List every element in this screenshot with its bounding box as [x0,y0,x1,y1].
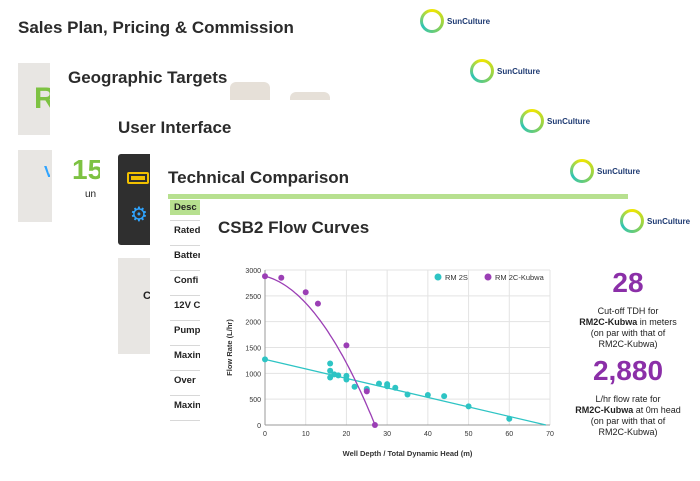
table-row-label: Desc [170,200,201,215]
legend-label: RM 2S [445,273,468,282]
x-tick-label: 10 [302,431,310,438]
y-tick-label: 500 [249,397,261,404]
slide-title: Geographic Targets [68,68,228,87]
legend-marker [434,273,442,281]
logo-ring-icon [520,109,544,133]
data-point-rm2s [327,367,334,374]
slide-title: User Interface [118,118,232,137]
x-tick-label: 60 [505,431,513,438]
table-row-label: Maxin [174,350,201,361]
x-tick-label: 20 [343,431,351,438]
x-axis-label: Well Depth / Total Dynamic Head (m) [343,449,473,458]
table-row-divider [170,320,210,321]
data-point-rm2c-kubwa [278,274,285,281]
table-row-label: Rated [174,225,201,236]
data-point-rm2c-kubwa [343,342,350,349]
data-point-rm2c-kubwa [302,289,309,296]
data-point-rm2c-kubwa [314,300,321,307]
table-row-divider [170,245,210,246]
data-point-rm2s [335,372,342,379]
data-point-rm2s [327,374,334,381]
sunculture-logo: SunCulture [470,59,540,83]
y-tick-label: 0 [257,423,261,430]
kpi-flowrate-value: 2,880 [592,355,664,386]
data-point-rm2c-kubwa [371,422,378,428]
slide-title: Sales Plan, Pricing & Commission [18,18,294,37]
legend-label: RM 2C-Kubwa [495,273,545,282]
table-row-divider [170,395,210,396]
series-rm2s-trendline [264,358,547,426]
table-row-divider [170,295,210,296]
table-row-divider [170,345,210,346]
data-point-rm2c-kubwa [363,388,370,395]
slide-flow-curves: CSB2 Flow Curves SunCulture 0 500 1000 1500… [200,200,700,481]
y-tick-label: 2500 [245,294,261,301]
sunculture-logo: SunCulture [620,209,690,233]
table-row-divider [170,420,210,421]
table-row-label: Maxin [174,400,201,411]
data-point-rm2s [327,360,334,367]
battery-icon [127,172,149,184]
gear-icon: ⚙ [130,204,148,226]
table-row-label: Over [174,375,196,386]
slide-title: Technical Comparison [168,168,350,187]
card-background [118,258,150,354]
x-tick-label: 50 [465,431,473,438]
x-tick-label: 0 [263,431,267,438]
y-tick-label: 1000 [245,371,261,378]
legend-marker [484,273,492,281]
table-row-label: 12V C [174,300,201,311]
target-number: 15 [72,154,104,185]
logo-ring-icon [470,59,494,83]
data-point-rm2c-kubwa [262,273,268,280]
card-background [50,150,52,222]
data-point-rm2s [343,372,350,379]
sunculture-logo: SunCulture [420,9,490,33]
card-background [18,150,50,222]
y-axis-label: Flow Rate (L/hr) [225,319,234,376]
data-point-rm2s [392,384,399,391]
kpi-flowrate-description: L/hr flow rate for RM2C-Kubwa at 0m head… [575,394,681,437]
data-point-rm2s [351,383,358,390]
flow-curve-chart: 0 500 1000 1500 2000 2500 3000 0 10 20 30 40 50 60 70 W… [225,268,554,458]
card-partial-text: V [44,164,55,182]
target-unit: un [85,189,97,200]
table-row-divider [170,270,210,271]
y-tick-label: 3000 [245,268,261,275]
y-tick-label: 1500 [245,346,261,353]
data-point-rm2s [441,393,448,400]
x-tick-label: 40 [424,431,432,438]
table-row-label: Confi [174,275,199,286]
data-point-rm2s [506,415,513,422]
data-point-rm2s [262,356,268,363]
card-background [18,63,50,135]
table-row-label: Batter [174,250,202,261]
kpi-cutoff-value: 28 [612,267,644,298]
logo-ring-icon [420,9,444,33]
data-point-rm2s [376,380,382,387]
kpi-cutoff-description: Cut-off TDH for RM2C-Kubwa in meters (on… [579,306,677,349]
data-point-rm2s [465,403,472,410]
x-tick-label: 30 [383,431,391,438]
series-rm2c-kubwa-curve [264,275,377,426]
x-tick-label: 70 [546,431,554,438]
logo-ring-icon [570,159,594,183]
sunculture-logo: SunCulture [520,109,590,133]
slide-title: CSB2 Flow Curves [218,218,370,237]
table-row-divider [170,370,210,371]
table-row-label: Pump [174,325,201,336]
card-partial-text: C [143,290,151,302]
y-tick-label: 2000 [245,320,261,327]
data-point-rm2s [424,392,431,399]
logo-ring-icon [620,209,644,233]
sunculture-logo: SunCulture [570,159,640,183]
table-header-bar [168,194,628,199]
data-point-rm2s [384,381,391,388]
data-point-rm2s [404,391,411,398]
table-row-divider [170,220,210,221]
